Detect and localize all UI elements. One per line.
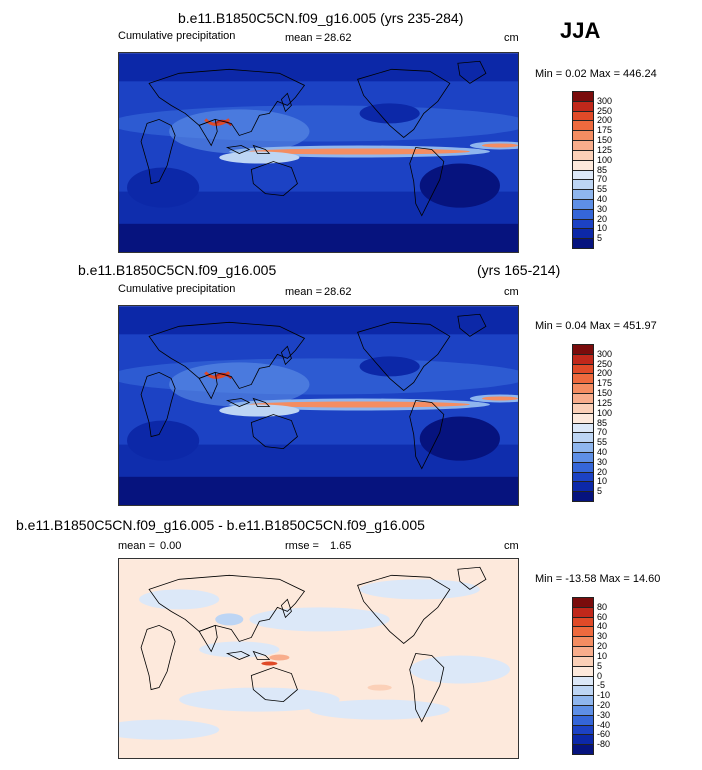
colorbar-level-label: -80 xyxy=(597,739,611,750)
colorbar-level-label: 175 xyxy=(597,378,613,389)
colorbar-swatch xyxy=(572,491,594,502)
panel3-rmse-value: 1.65 xyxy=(330,540,352,552)
panel2-units: cm xyxy=(504,286,519,298)
colorbar-level-label: 85 xyxy=(597,417,608,428)
colorbar-level-label: 40 xyxy=(597,621,608,632)
panel2-minmax: Min = 0.04 Max = 451.97 xyxy=(535,320,657,332)
colorbar-level-label: 250 xyxy=(597,105,613,116)
colorbar-level-label: 70 xyxy=(597,427,608,438)
colorbar-level-label: 85 xyxy=(597,164,608,175)
colorbar-panel1: 300 250 200 175 150 125 100 85 70 55 40 30 20 10 5 xyxy=(572,91,612,249)
panel2-title-years: (yrs 165-214) xyxy=(477,262,561,278)
colorbar-level-label: 30 xyxy=(597,456,608,467)
colorbar-level-label: -10 xyxy=(597,690,611,701)
colorbar-level-label: 70 xyxy=(597,174,608,185)
colorbar-level-label: 20 xyxy=(597,213,608,224)
colorbar-level-label: 10 xyxy=(597,223,608,234)
panel1-minmax: Min = 0.02 Max = 446.24 xyxy=(535,68,657,80)
colorbar-level-label: -5 xyxy=(597,680,606,691)
panel3-rmse-label: rmse = xyxy=(285,540,319,552)
colorbar-swatch xyxy=(572,744,594,755)
colorbar-swatch xyxy=(572,238,594,249)
colorbar-level-label: 5 xyxy=(597,660,603,671)
panel2-title: b.e11.B1850C5CN.f09_g16.005 xyxy=(78,262,277,278)
colorbar-level-label: 10 xyxy=(597,476,608,487)
colorbar-level-label: 5 xyxy=(597,486,603,497)
season-label: JJA xyxy=(560,18,601,43)
colorbar-level-label: -60 xyxy=(597,729,611,740)
colorbar-level-label: 30 xyxy=(597,203,608,214)
colorbar-level-label: 40 xyxy=(597,446,608,457)
panel3-units: cm xyxy=(504,540,519,552)
colorbar-level-label: 300 xyxy=(597,95,613,106)
colorbar-level-label: 250 xyxy=(597,358,613,369)
colorbar-panel2: 300 250 200 175 150 125 100 85 70 55 40 30 20 10 5 xyxy=(572,344,612,502)
colorbar-level-label: 55 xyxy=(597,437,608,448)
colorbar-level-label: 100 xyxy=(597,407,613,418)
panel1-units: cm xyxy=(504,32,519,44)
colorbar-level-label: 0 xyxy=(597,670,603,681)
colorbar-level-label: 150 xyxy=(597,388,613,399)
colorbar-level-label: 30 xyxy=(597,631,608,642)
colorbar-level-label: 5 xyxy=(597,233,603,244)
colorbar-level-label: 300 xyxy=(597,348,613,359)
precip-map-panel2 xyxy=(118,305,519,506)
precip-map-panel1 xyxy=(118,52,519,253)
panel3-title: b.e11.B1850C5CN.f09_g16.005 - b.e11.B185… xyxy=(16,517,425,533)
colorbar-level-label: 20 xyxy=(597,466,608,477)
colorbar-level-label: 55 xyxy=(597,184,608,195)
panel1-variable: Cumulative precipitation xyxy=(118,30,236,42)
panel2-variable: Cumulative precipitation xyxy=(118,283,236,295)
colorbar-level-label: 100 xyxy=(597,154,613,165)
colorbar-panel3: 80 60 40 30 20 10 5 0 -5 -10 -20 -30 -40 -60 -80 xyxy=(572,597,610,755)
panel1-mean-value: 28.62 xyxy=(324,32,352,44)
panel1-title: b.e11.B1850C5CN.f09_g16.005 (yrs 235-284… xyxy=(178,10,464,26)
colorbar-level-label: 200 xyxy=(597,368,613,379)
colorbar-level-label: 80 xyxy=(597,601,608,612)
panel2-mean-label: mean = xyxy=(285,286,322,298)
colorbar-level-label: 125 xyxy=(597,144,613,155)
panel3-mean-value: 0.00 xyxy=(160,540,182,552)
colorbar-level-label: -40 xyxy=(597,719,611,730)
colorbar-level-label: 20 xyxy=(597,641,608,652)
colorbar-level-label: 125 xyxy=(597,397,613,408)
colorbar-level-label: 10 xyxy=(597,650,608,661)
panel1-mean-label: mean = xyxy=(285,32,322,44)
colorbar-level-label: 60 xyxy=(597,611,608,622)
colorbar-level-label: 150 xyxy=(597,135,613,146)
panel3-mean-label: mean = xyxy=(118,540,155,552)
colorbar-level-label: -30 xyxy=(597,709,611,720)
panel3-minmax: Min = -13.58 Max = 14.60 xyxy=(535,573,661,585)
colorbar-level-label: 40 xyxy=(597,193,608,204)
panel2-mean-value: 28.62 xyxy=(324,286,352,298)
colorbar-level-label: 175 xyxy=(597,125,613,136)
colorbar-level-label: -20 xyxy=(597,699,611,710)
colorbar-level-label: 200 xyxy=(597,115,613,126)
difference-map-panel3 xyxy=(118,558,519,759)
